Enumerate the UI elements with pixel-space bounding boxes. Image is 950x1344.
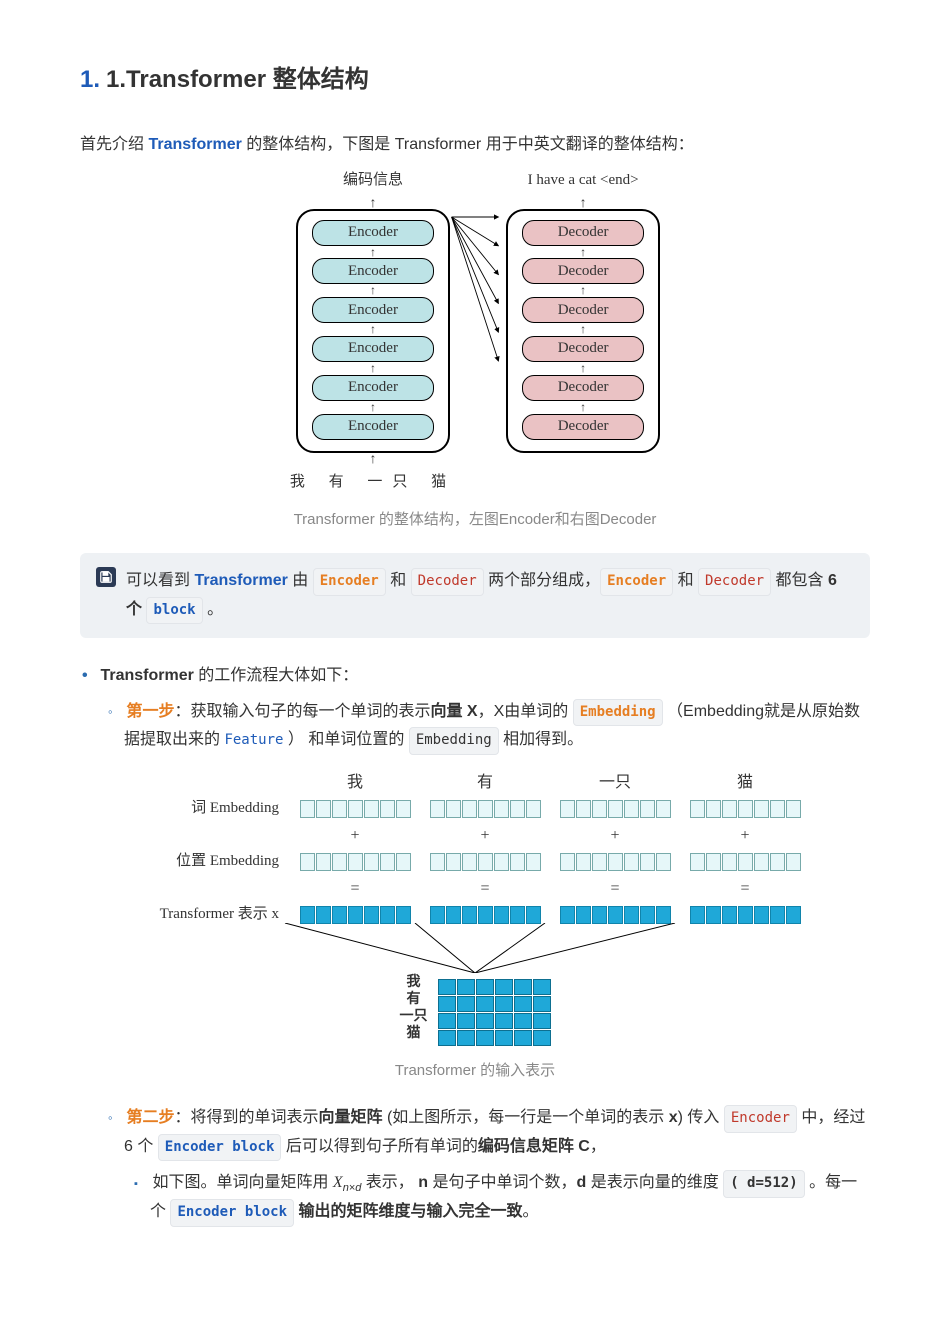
workflow-intro: Transformer 的工作流程大体如下： 第一步：获取输入句子的每一个单词的… (98, 662, 870, 755)
step-2: 第二步：将得到的单词表示向量矩阵 (如上图所示，每一行是一个单词的表示 x) 传… (124, 1104, 870, 1227)
decoder-stack: I have a cat <end> ↑ Decoder↑Decoder↑Dec… (506, 168, 660, 495)
decoder-block: Decoder (522, 336, 644, 362)
encoder-block: Encoder (312, 336, 434, 362)
diagram1-caption: Transformer 的整体结构，左图Encoder和右图Decoder (80, 507, 870, 533)
input-matrix (438, 979, 551, 1046)
encoder-block: Encoder (312, 258, 434, 284)
heading-number: 1. (80, 66, 100, 93)
encoder-block: Encoder (312, 375, 434, 401)
save-icon (96, 567, 116, 587)
encoder-block: Encoder (312, 414, 434, 440)
encoder-stack: 编码信息 ↑ Encoder↑Encoder↑Encoder↑Encoder↑E… (290, 168, 456, 495)
encoder-block: Encoder (312, 220, 434, 246)
transformer-link[interactable]: Transformer (148, 136, 241, 153)
cross-connections (445, 208, 505, 388)
decoder-tag: Decoder (411, 568, 484, 596)
diagram2-caption: Transformer 的输入表示 (80, 1058, 870, 1084)
converge-lines (215, 923, 735, 973)
embedding-diagram: 我 有 一只 猫 词 Embedding ++++ 位置 Embedding =… (80, 769, 870, 1046)
page-title: 1.1.Transformer 整体结构 (80, 60, 870, 101)
step-2-detail: 如下图。单词向量矩阵用 Xn×d 表示， n 是句子中单词个数，d 是表示向量的… (150, 1169, 870, 1227)
step-1: 第一步：获取输入句子的每一个单词的表示向量 X，X由单词的 Embedding … (124, 698, 870, 756)
block-tag: block (146, 597, 202, 625)
decoder-block: Decoder (522, 414, 644, 440)
intro-paragraph: 首先介绍 Transformer 的整体结构，下图是 Transformer 用… (80, 131, 870, 158)
decoder-block: Decoder (522, 375, 644, 401)
decoder-block: Decoder (522, 258, 644, 284)
encoder-tag: Encoder (313, 568, 386, 596)
architecture-diagram: 编码信息 ↑ Encoder↑Encoder↑Encoder↑Encoder↑E… (80, 168, 870, 495)
decoder-block: Decoder (522, 220, 644, 246)
heading-text: 1.Transformer 整体结构 (106, 66, 369, 93)
encoder-block: Encoder (312, 297, 434, 323)
decoder-block: Decoder (522, 297, 644, 323)
info-note: 可以看到 Transformer 由 Encoder 和 Decoder 两个部… (80, 553, 870, 639)
